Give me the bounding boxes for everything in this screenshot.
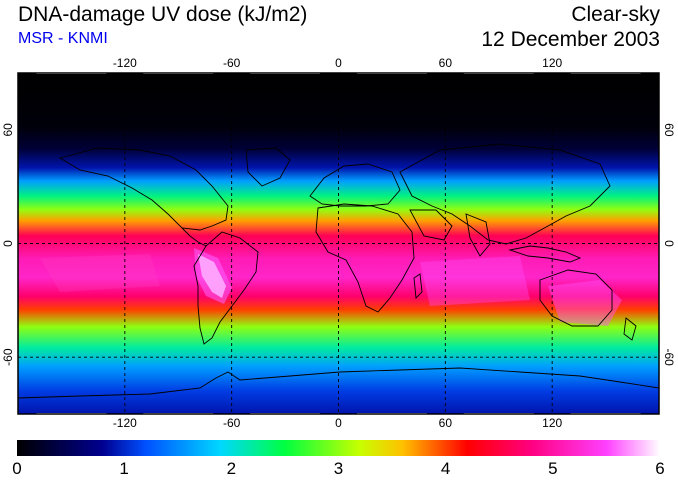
- lat-tick-label-left: 0: [1, 240, 15, 247]
- lat-tick-label-left: -60: [1, 348, 15, 366]
- lon-tick-label-top: -60: [223, 56, 241, 70]
- coast-central-america: [181, 227, 207, 247]
- colorbar-label: 6: [655, 459, 665, 478]
- indian-ocean-band: [420, 256, 530, 306]
- tick-labels: -120 -120 -60 -60 0 0 60 60 120 120 60 60 0 0 -60 -60: [1, 56, 676, 430]
- lon-tick-label-bottom: 60: [439, 416, 453, 430]
- lat-tick-label-right: 0: [662, 240, 676, 247]
- sky-condition-label: Clear-sky: [571, 3, 660, 26]
- colorbar-label: 2: [226, 459, 237, 478]
- colorbar-label: 3: [333, 459, 344, 478]
- lon-tick-label-top: -120: [113, 56, 137, 70]
- lat-tick-label-right: -60: [662, 348, 676, 366]
- lat-tick-label-right: 60: [662, 123, 676, 137]
- coast-africa: [315, 203, 415, 313]
- colorbar-label: 1: [119, 459, 129, 478]
- lat-tick-label-left: 60: [1, 123, 15, 137]
- lon-tick-label-bottom: -60: [223, 416, 241, 430]
- regional-features: [40, 248, 622, 326]
- coast-indonesia: [508, 245, 582, 263]
- coast-india: [465, 213, 491, 257]
- lon-tick-label-top: 0: [335, 56, 342, 70]
- coast-greenland: [245, 147, 291, 187]
- coast-new-zealand: [623, 317, 637, 341]
- chart-title: DNA-damage UV dose (kJ/m2): [18, 3, 308, 26]
- date-label: 12 December 2003: [481, 28, 660, 51]
- lon-tick-label-bottom: 0: [335, 416, 342, 430]
- colorbar-label: 0: [12, 459, 22, 478]
- lon-tick-label-top: 120: [542, 56, 562, 70]
- coast-madagascar: [413, 273, 423, 299]
- map-frame: [17, 72, 660, 415]
- source-label: MSR - KNMI: [18, 30, 108, 47]
- coast-antarctica: [18, 367, 659, 399]
- australia-high-dose: [548, 280, 622, 326]
- coast-arabia: [409, 209, 453, 241]
- coast-north-america: [58, 147, 229, 231]
- colorbar-label: 5: [548, 459, 558, 478]
- colorbar: [17, 440, 660, 456]
- andes-high-dose-edge: [194, 248, 232, 304]
- coast-australia: [539, 269, 613, 327]
- colorbar-label: 4: [440, 459, 451, 478]
- coast-south-america: [193, 231, 259, 345]
- lon-tick-label-bottom: 120: [542, 416, 562, 430]
- pacific-high-dose: [40, 254, 160, 292]
- lon-tick-label-bottom: -120: [113, 416, 137, 430]
- lon-tick-label-top: 60: [439, 56, 453, 70]
